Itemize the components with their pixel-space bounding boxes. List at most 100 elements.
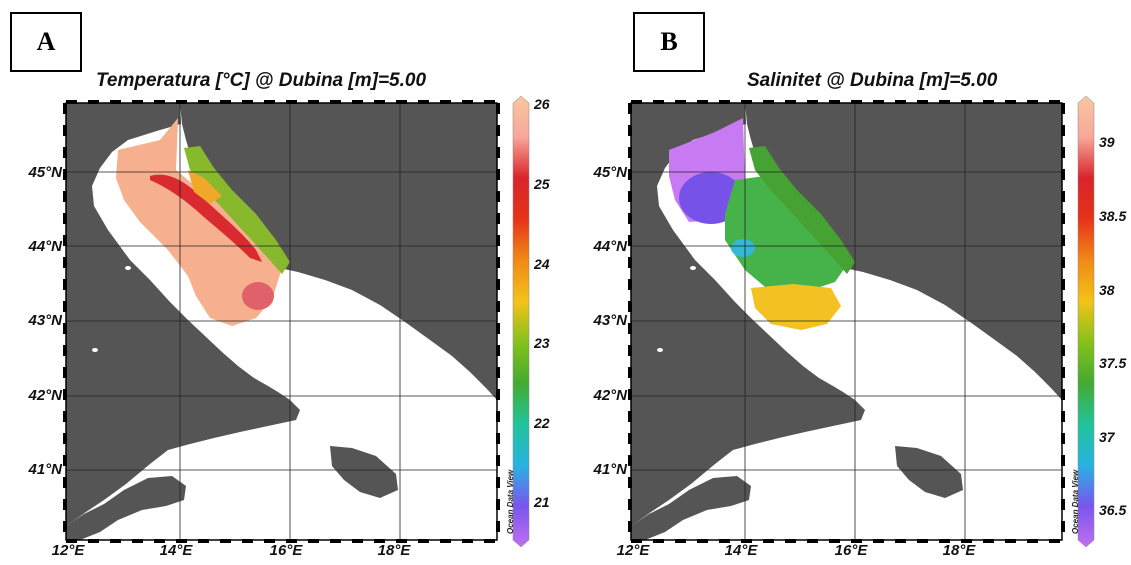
salinity-field-cyan-spot [731, 239, 755, 257]
frame-tick [1049, 539, 1060, 543]
frame-tick [807, 539, 818, 543]
frame-tick [628, 235, 632, 246]
frame-tick [352, 539, 363, 543]
frame-tick [1005, 100, 1016, 104]
land-italy-toe [66, 476, 186, 540]
map-frame [630, 102, 1063, 541]
frame-tick [66, 100, 77, 104]
frame-tick [132, 539, 143, 543]
land-italy [66, 103, 300, 526]
frame-tick [763, 100, 774, 104]
land-italy-heel [330, 446, 398, 498]
frame-tick [628, 103, 632, 114]
frame-tick [418, 539, 429, 543]
frame-tick [242, 539, 253, 543]
frame-tick [785, 539, 796, 543]
frame-tick [88, 100, 99, 104]
colorbar-tick-label: 36.5 [1099, 502, 1127, 518]
temperature-field-orange [188, 170, 222, 204]
frame-tick [628, 345, 632, 356]
frame-tick [939, 539, 950, 543]
frame-tick [628, 455, 632, 466]
frame-tick [286, 539, 297, 543]
frame-tick [628, 125, 632, 136]
lat-label: 41°N [593, 461, 627, 478]
lon-label: 18°E [942, 542, 976, 559]
frame-tick [242, 100, 253, 104]
frame-tick [440, 100, 451, 104]
frame-tick [66, 539, 77, 543]
watermark: Ocean Data View [1071, 469, 1080, 534]
frame-tick [895, 100, 906, 104]
frame-tick [496, 345, 500, 356]
frame-tick [496, 191, 500, 202]
frame-tick [63, 499, 67, 510]
frame-tick [88, 539, 99, 543]
frame-tick [628, 389, 632, 400]
frame-tick [220, 539, 231, 543]
frame-tick [374, 539, 385, 543]
frame-tick [63, 433, 67, 444]
frame-tick [628, 411, 632, 422]
land-italy [631, 103, 865, 526]
colorbar-tick-label: 24 [534, 256, 550, 272]
frame-tick [675, 100, 686, 104]
island [880, 325, 900, 331]
lon-label: 16°E [834, 542, 868, 559]
frame-tick [496, 103, 500, 114]
salinity-field-south [751, 284, 841, 330]
frame-tick [1061, 191, 1065, 202]
frame-tick [63, 279, 67, 290]
frame-tick [1027, 100, 1038, 104]
land-italy-toe [631, 476, 751, 540]
frame-tick [198, 539, 209, 543]
frame-tick [741, 539, 752, 543]
frame-tick [628, 147, 632, 158]
lat-label: 42°N [593, 387, 627, 404]
frame-tick [631, 539, 642, 543]
frame-tick [1061, 345, 1065, 356]
land-balkans [745, 103, 1062, 400]
frame-tick [1005, 539, 1016, 543]
frame-tick [653, 100, 664, 104]
frame-tick [63, 191, 67, 202]
frame-tick [63, 147, 67, 158]
frame-tick [873, 539, 884, 543]
frame-tick [330, 539, 341, 543]
land-italy-heel [895, 446, 963, 498]
frame-tick [917, 100, 928, 104]
frame-tick [719, 539, 730, 543]
frame-tick [829, 539, 840, 543]
colorbar-tick-label: 38 [1099, 282, 1115, 298]
frame-tick [1061, 169, 1065, 180]
lat-label: 43°N [593, 312, 627, 329]
frame-tick [132, 100, 143, 104]
island [92, 348, 98, 352]
lon-label: 18°E [377, 542, 411, 559]
lon-label: 14°E [159, 542, 193, 559]
frame-tick [628, 367, 632, 378]
frame-tick [1061, 455, 1065, 466]
frame-tick [1061, 477, 1065, 488]
frame-tick [176, 539, 187, 543]
panel-letter: B [633, 12, 705, 72]
frame-tick [308, 539, 319, 543]
frame-tick [983, 100, 994, 104]
frame-tick [1061, 125, 1065, 136]
lat-label: 44°N [28, 238, 62, 255]
map-frame [65, 102, 498, 541]
frame-tick [628, 301, 632, 312]
frame-tick [63, 455, 67, 466]
frame-tick [264, 539, 275, 543]
frame-tick [939, 100, 950, 104]
frame-tick [63, 477, 67, 488]
frame-tick [110, 100, 121, 104]
frame-tick [628, 279, 632, 290]
frame-tick [628, 521, 632, 532]
frame-tick [63, 389, 67, 400]
colorbar-tick-label: 37 [1099, 429, 1115, 445]
temperature-field-main [116, 118, 282, 326]
frame-tick [484, 539, 495, 543]
frame-tick [1061, 411, 1065, 422]
frame-tick [63, 257, 67, 268]
